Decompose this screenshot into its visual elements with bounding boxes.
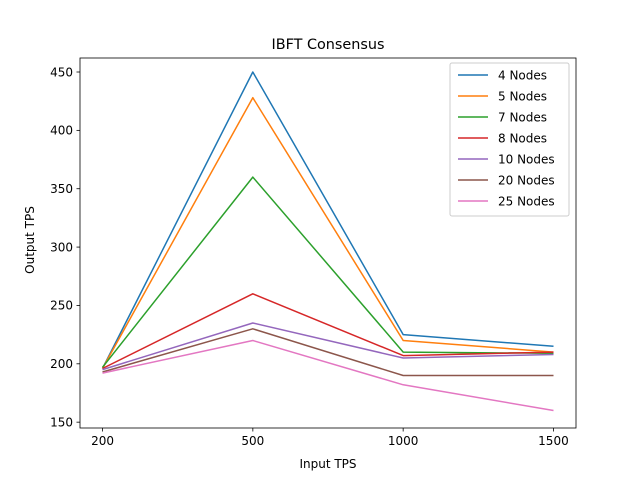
legend-label: 8 Nodes — [498, 132, 547, 146]
y-tick-label: 150 — [50, 415, 73, 429]
y-tick-label: 400 — [50, 124, 73, 138]
legend-label: 5 Nodes — [498, 90, 547, 104]
chart-title: IBFT Consensus — [271, 37, 384, 53]
legend-label: 10 Nodes — [498, 153, 555, 167]
axes-layer: 200 500 1000 1500 150 200 250 300 350 400 450 — [50, 57, 577, 448]
plot-frame — [79, 57, 577, 429]
series-line-4 — [102, 322, 554, 371]
x-tick-label: 500 — [241, 434, 264, 448]
legend-label: 4 Nodes — [498, 69, 547, 83]
series-layer — [101, 71, 554, 412]
x-tick-label: 200 — [91, 434, 114, 448]
series-line-5 — [102, 328, 554, 377]
x-tick-label: 1000 — [388, 434, 419, 448]
series-line-6 — [102, 339, 554, 412]
y-tick-label: 250 — [50, 299, 73, 313]
series-line-0 — [101, 71, 554, 369]
legend-label: 25 Nodes — [498, 195, 555, 209]
legend-label: 7 Nodes — [498, 111, 547, 125]
y-tick-label: 350 — [50, 182, 73, 196]
y-tick-label: 450 — [50, 65, 73, 79]
legend-box — [449, 62, 570, 217]
y-tick-label: 300 — [50, 240, 73, 254]
legend: 4 Nodes 5 Nodes 7 Nodes 8 Nodes 10 Nodes 20 N… — [449, 62, 570, 217]
series-line-1 — [101, 96, 554, 369]
series-line-3 — [102, 293, 554, 370]
y-axis-label: Output TPS — [23, 206, 37, 274]
x-axis-label: Input TPS — [299, 457, 356, 471]
legend-label: 20 Nodes — [498, 174, 555, 188]
series-line-2 — [101, 176, 554, 368]
y-tick-label: 200 — [50, 357, 73, 371]
x-tick-label: 1500 — [538, 434, 569, 448]
